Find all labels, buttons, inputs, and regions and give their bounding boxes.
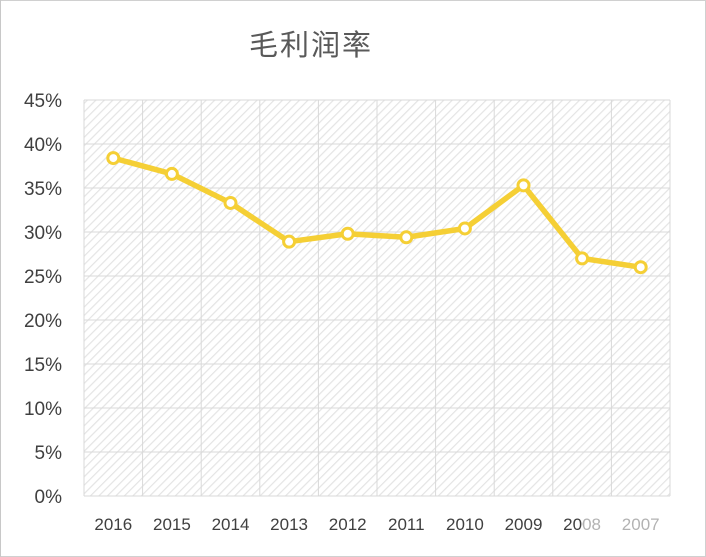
y-tick-label: 5% [35, 443, 63, 464]
series-line [110, 155, 644, 270]
x-tick-label: 2015 [153, 515, 191, 534]
left-edge-line [0, 0, 1, 557]
data-point [340, 226, 355, 241]
y-tick-label: 20% [24, 311, 62, 332]
y-tick-label: 10% [24, 399, 62, 420]
y-tick-label: 15% [24, 355, 62, 376]
x-tick-label: 2010 [446, 515, 484, 534]
data-point [457, 221, 472, 236]
y-tick-label: 40% [24, 135, 62, 156]
x-tick-label: 2013 [270, 515, 308, 534]
x-tick-label: 2009 [505, 515, 543, 534]
data-point [223, 195, 238, 210]
chart-title: 毛利润率 [249, 28, 374, 62]
y-tick-label: 0% [35, 487, 63, 508]
data-point [633, 260, 648, 275]
data-point [575, 251, 590, 266]
data-point [399, 230, 414, 245]
x-tick-label: 2011 [388, 515, 425, 534]
watermark-overlay [583, 509, 695, 545]
y-tick-label: 30% [24, 223, 62, 244]
data-point [106, 151, 121, 166]
y-tick-label: 25% [24, 267, 62, 288]
x-tick-label: 2014 [212, 515, 250, 534]
y-tick-label: 35% [24, 179, 62, 200]
data-point [516, 178, 531, 193]
x-tick-label: 2012 [329, 515, 367, 534]
data-point [164, 166, 179, 181]
x-tick-label: 2016 [94, 515, 132, 534]
y-tick-label: 45% [24, 91, 62, 112]
data-point [282, 234, 297, 249]
